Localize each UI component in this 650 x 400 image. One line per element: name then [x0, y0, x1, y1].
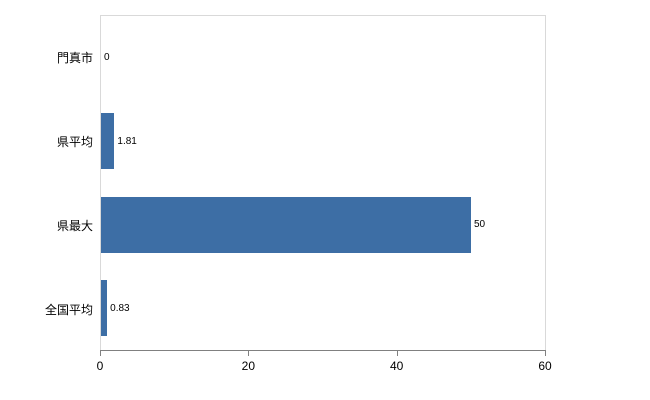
category-label-0: 門真市 — [56, 50, 93, 65]
x-axis-line — [100, 350, 546, 351]
category-label-2: 県最大 — [56, 218, 93, 233]
value-label: 0 — [104, 52, 110, 64]
plot-area: 0 1.81 50 0.83 — [100, 15, 546, 351]
category-label-3: 全国平均 — [44, 302, 93, 317]
bar-row: 1.81 — [101, 100, 545, 184]
y-axis-labels: 門真市県平均県最大全国平均 — [0, 15, 97, 351]
x-tick-label: 0 — [96, 359, 104, 373]
x-tick-label: 20 — [241, 359, 256, 373]
x-tick-mark — [248, 351, 250, 356]
bar-2[interactable] — [101, 196, 471, 253]
x-tick-mark — [100, 351, 101, 356]
x-tick-label: 40 — [389, 359, 404, 373]
bar-row: 0.83 — [101, 267, 545, 351]
category-label-1: 県平均 — [56, 134, 93, 149]
value-label: 0.83 — [110, 302, 130, 314]
value-label: 50 — [474, 219, 486, 231]
bar-row: 50 — [101, 183, 545, 267]
x-tick-label: 60 — [538, 359, 552, 373]
value-label: 1.81 — [117, 135, 137, 147]
bar-1[interactable] — [101, 113, 115, 170]
x-tick-mark — [545, 351, 546, 356]
bar-3[interactable] — [101, 280, 108, 337]
bar-row: 0 — [101, 16, 545, 100]
x-tick-mark — [396, 351, 398, 356]
